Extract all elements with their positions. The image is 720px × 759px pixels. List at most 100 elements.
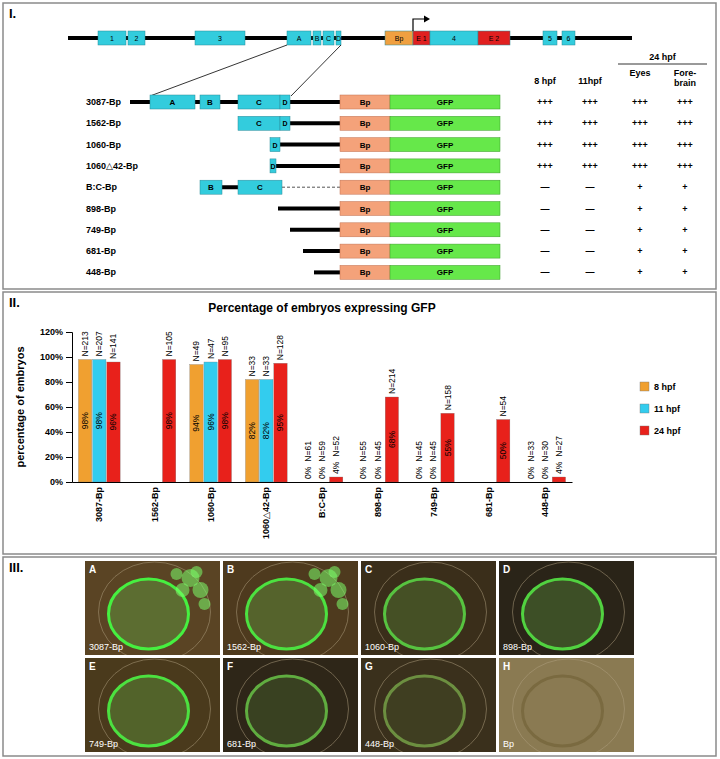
- expression-score: +: [682, 225, 687, 235]
- gene-element: [385, 31, 413, 45]
- expression-score: +++: [677, 118, 693, 128]
- expression-score: +: [682, 246, 687, 256]
- construct-label: 898-Bp: [86, 204, 117, 214]
- construct-element: [270, 159, 276, 173]
- gene-element-label: 3: [218, 35, 222, 42]
- expression-score: +: [637, 225, 642, 235]
- embryo-yolk: [247, 579, 327, 649]
- column-group-rule: [618, 64, 707, 65]
- sample-size-label: N=55: [358, 441, 368, 462]
- image-letter: B: [227, 564, 234, 575]
- expression-score: +: [682, 182, 687, 192]
- expression-score: —: [586, 182, 595, 192]
- construct-label: 448-Bp: [86, 267, 117, 277]
- construct-element: [340, 116, 390, 130]
- figure: I.II.III.123ABCDBpE 14E 25624 hpf8 hpf11…: [0, 0, 720, 759]
- legend-swatch: [640, 426, 649, 435]
- bar: [441, 413, 454, 482]
- embryo-chorion: [513, 659, 625, 752]
- expression-score: +++: [537, 97, 553, 107]
- construct-element-label: GFP: [437, 141, 454, 150]
- construct-element: [340, 159, 390, 173]
- sample-size-label: N=141: [108, 333, 118, 359]
- data-label: 82%: [247, 422, 257, 439]
- construct-element: [390, 138, 500, 152]
- gfp-cell-cluster: [314, 583, 328, 597]
- tick-label: 120%: [40, 327, 63, 337]
- tick-label: 60%: [45, 402, 63, 412]
- legend-entry: 8 hpf: [654, 382, 677, 392]
- data-label: 98%: [220, 412, 230, 429]
- tick-label: 1060-Bp: [206, 486, 216, 522]
- sample-size-label: N=213: [80, 331, 90, 357]
- data-label: 0%: [358, 466, 368, 479]
- tick-label: 1060△42-Bp: [261, 487, 271, 539]
- gene-element-label: 2: [135, 35, 139, 42]
- expression-score: +: [637, 182, 642, 192]
- gene-element-label: E 2: [489, 35, 500, 42]
- tick: 1060-Bp: [206, 486, 216, 522]
- image-label: 1562-Bp: [227, 642, 261, 652]
- tick: 0%: [50, 477, 72, 487]
- gfp-cell-cluster: [176, 583, 190, 597]
- gene-element: [195, 31, 245, 45]
- bar: [218, 360, 231, 483]
- construct-element-label: C: [256, 98, 262, 107]
- construct-element-label: Bp: [360, 247, 371, 256]
- data-labels: 98%N=21394%N=4982%N=330%N=610%N=550%N=45…: [80, 331, 564, 479]
- data-label: 96%: [206, 413, 216, 430]
- sample-size-label: N=59: [317, 441, 327, 462]
- construct-element: [340, 95, 390, 109]
- panel-frame: [3, 557, 716, 756]
- bar: [301, 482, 314, 483]
- sample-size-label: N=61: [303, 441, 313, 462]
- data-label: 0%: [317, 466, 327, 479]
- data-label: 82%: [261, 422, 271, 439]
- tick: 80%: [45, 377, 72, 387]
- construct-element-label: GFP: [437, 205, 454, 214]
- tick-mark: [66, 357, 72, 358]
- micrograph: [223, 658, 358, 752]
- expression-score: +++: [677, 161, 693, 171]
- construct-element-label: Bp: [360, 141, 371, 150]
- sample-size-label: N=47: [206, 338, 216, 359]
- construct-label: 3087-Bp: [86, 97, 122, 107]
- expression-score: —: [586, 225, 595, 235]
- tick: 120%: [40, 327, 72, 337]
- sample-size-label: N=105: [164, 331, 174, 357]
- gene-element-label: D: [336, 35, 341, 42]
- construct-element-label: B: [207, 98, 213, 107]
- construct-label: 1060△42-Bp: [86, 161, 138, 171]
- column-head: 11hpf: [578, 76, 603, 86]
- expression-score: +++: [582, 140, 598, 150]
- legend-entry: 24 hpf: [654, 426, 682, 436]
- expression-score: —: [541, 204, 550, 214]
- expression-score: —: [541, 225, 550, 235]
- data-label: 0%: [303, 466, 313, 479]
- data-label: 98%: [80, 412, 90, 429]
- tick: 40%: [45, 427, 72, 437]
- expression-score: +++: [537, 118, 553, 128]
- data-label: 68%: [387, 431, 397, 448]
- embryo-yolk: [523, 579, 603, 649]
- tick-label: 80%: [45, 377, 63, 387]
- gene-element: [287, 31, 311, 45]
- sample-size-label: N=45: [414, 441, 424, 462]
- construct-element: [390, 116, 500, 130]
- construct-element: [390, 265, 500, 279]
- construct-element: [340, 180, 390, 194]
- construct-label: 1060-Bp: [86, 140, 122, 150]
- expression-score: +++: [582, 97, 598, 107]
- expression-score: +++: [537, 140, 553, 150]
- gene-element: [543, 31, 557, 45]
- bar: [371, 482, 384, 483]
- construct-element-label: Bp: [360, 226, 371, 235]
- micrograph: [499, 658, 634, 752]
- tick-label: 40%: [45, 427, 63, 437]
- data-label: 4%: [554, 461, 564, 474]
- bars: [78, 360, 565, 483]
- construct-element: [390, 159, 500, 173]
- column-head: 8 hpf: [534, 76, 557, 86]
- image-label: 1060-Bp: [365, 642, 399, 652]
- sample-size-label: N=207: [94, 331, 104, 357]
